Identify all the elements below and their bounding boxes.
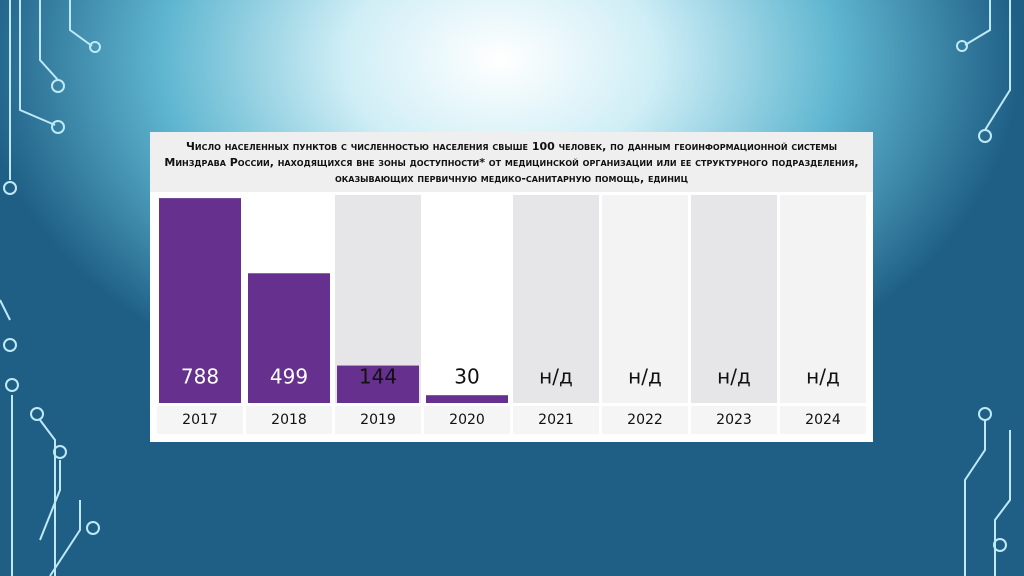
x-tick-label: 2020 [449, 412, 485, 428]
x-tick-label: 2021 [538, 412, 574, 428]
bar [337, 365, 419, 403]
category-cell [602, 406, 688, 434]
category-cell [513, 406, 599, 434]
x-tick-label: 2017 [182, 412, 218, 428]
value-label: н/д [717, 365, 751, 389]
value-label: н/д [806, 365, 840, 389]
bar [248, 273, 330, 403]
column-background [602, 195, 688, 403]
value-label: 788 [181, 365, 219, 389]
x-tick-label: 2023 [716, 412, 752, 428]
value-label: 30 [454, 365, 479, 389]
x-tick-label: 2018 [271, 412, 307, 428]
column-background [780, 195, 866, 403]
chart-title: Число населенных пунктов с численностью … [150, 132, 873, 192]
column-background [513, 195, 599, 403]
x-tick-label: 2019 [360, 412, 396, 428]
chart-panel: 2017 788 2018 499 2019 144 2020 30 2021 н/д 2022 н/… [150, 132, 873, 442]
x-tick-label: 2022 [627, 412, 663, 428]
category-cell [780, 406, 866, 434]
category-cell [424, 406, 510, 434]
bar [159, 198, 241, 403]
value-label: н/д [539, 365, 573, 389]
value-label: н/д [628, 365, 662, 389]
value-label: 499 [270, 365, 308, 389]
category-cell [335, 406, 421, 434]
column-background [691, 195, 777, 403]
chart: 2017 788 2018 499 2019 144 2020 30 2021 н/д 2022 н/… [157, 195, 866, 434]
category-cell [157, 406, 243, 434]
value-label: 144 [359, 365, 397, 389]
x-tick-label: 2024 [805, 412, 841, 428]
column-background [424, 195, 510, 403]
category-cell [246, 406, 332, 434]
bar [426, 395, 508, 403]
category-cell [691, 406, 777, 434]
